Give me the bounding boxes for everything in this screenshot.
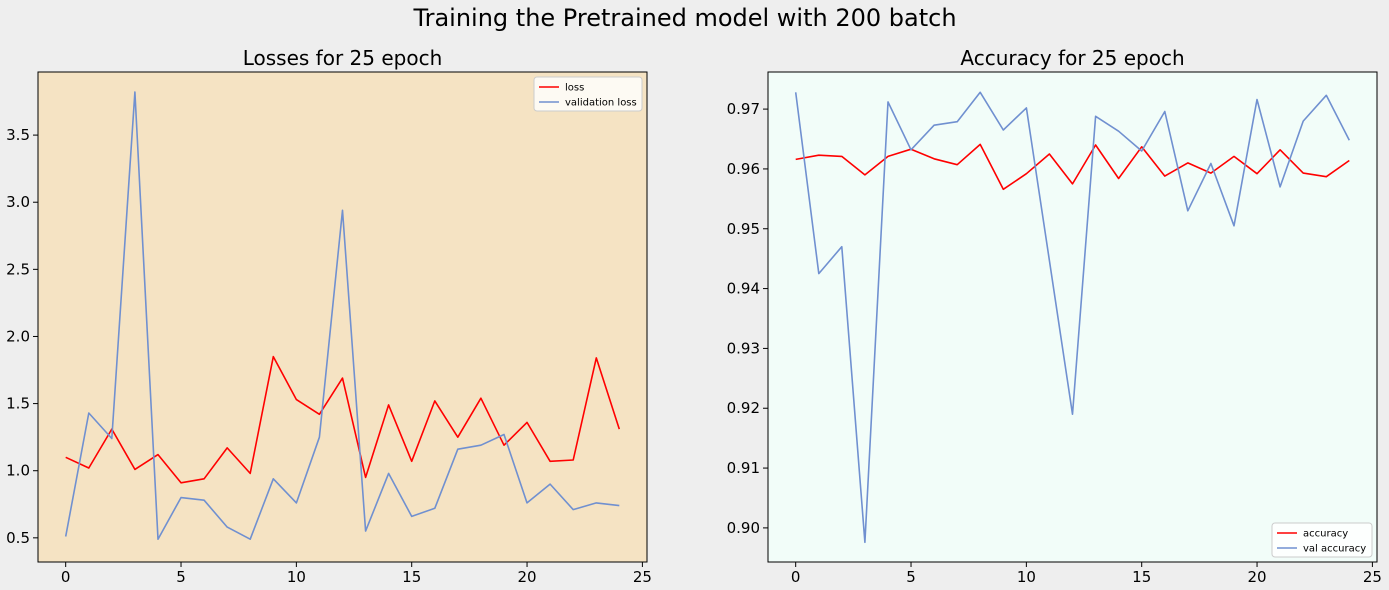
plot-area	[38, 72, 647, 562]
axes-frame	[767, 71, 1378, 563]
y-tick-label: 1.5	[6, 395, 30, 413]
y-tick-label: 2.0	[6, 327, 30, 345]
y-tick-label: 2.5	[6, 260, 30, 278]
legend-label: val accuracy	[1303, 544, 1366, 555]
y-tick-label: 3.5	[6, 126, 30, 144]
x-tick-label: 5	[906, 568, 916, 586]
series-line-accuracy	[795, 143, 1350, 191]
y-tick-label: 0.97	[727, 100, 760, 118]
x-tick-label: 15	[402, 568, 421, 586]
x-tick-label: 5	[176, 568, 186, 586]
y-tick-label: 0.93	[727, 339, 760, 357]
x-tick-label: 25	[1363, 568, 1382, 586]
legend-box	[533, 76, 643, 112]
chart-title: Accuracy for 25 epoch	[960, 46, 1184, 70]
x-tick-label: 20	[517, 568, 536, 586]
y-tick-label: 0.91	[727, 459, 760, 477]
y-tick-label: 0.5	[6, 529, 30, 547]
x-tick-label: 20	[1247, 568, 1266, 586]
y-tick-label: 0.90	[727, 519, 760, 537]
series-line-validation-loss	[64, 91, 620, 541]
figure-suptitle: Training the Pretrained model with 200 b…	[412, 4, 956, 32]
losses-chart: Losses for 25 epoch 0 5 10 15 20 25 0.5 1.0 1.5 2.…	[6, 46, 652, 586]
legend-label: validation loss	[565, 98, 637, 109]
plot-area	[768, 72, 1377, 562]
legend-label: accuracy	[1303, 529, 1348, 540]
y-tick-label: 1.0	[6, 462, 30, 480]
x-tick-label: 25	[633, 568, 652, 586]
y-tick-label: 0.96	[727, 160, 760, 178]
x-tick-label: 0	[791, 568, 801, 586]
legend-label: loss	[565, 83, 584, 94]
axes-frame	[37, 71, 648, 563]
series-line-loss	[65, 355, 621, 484]
x-tick-label: 15	[1132, 568, 1151, 586]
y-tick-label: 3.0	[6, 193, 30, 211]
y-tick-label: 0.95	[727, 220, 760, 238]
y-tick-label: 0.92	[727, 399, 760, 417]
y-tick-label: 0.94	[727, 280, 760, 298]
chart-title: Losses for 25 epoch	[243, 46, 443, 70]
x-tick-label: 10	[1017, 568, 1036, 586]
x-tick-label: 10	[287, 568, 306, 586]
series-line-val-accuracy	[794, 91, 1351, 544]
x-tick-label: 0	[61, 568, 71, 586]
accuracy-chart: Accuracy for 25 epoch 0 5 10 15 20 25 0.90 0.91 0…	[727, 46, 1382, 586]
